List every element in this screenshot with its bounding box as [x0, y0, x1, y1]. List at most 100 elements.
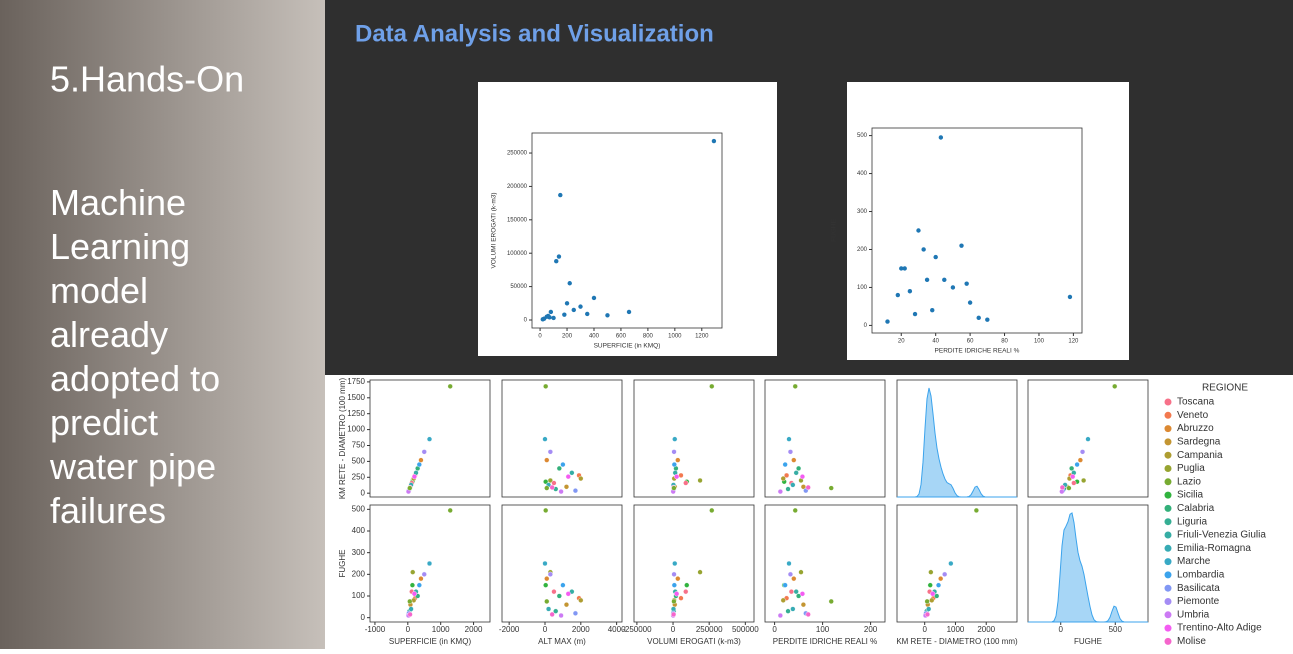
point: [578, 475, 584, 482]
point: [942, 571, 948, 577]
point: [785, 486, 791, 492]
point: [543, 383, 549, 389]
legend-swatch: [1164, 518, 1172, 526]
point: [591, 295, 597, 301]
y-tick-label: 500: [857, 133, 868, 139]
point: [542, 560, 548, 567]
point: [899, 266, 904, 271]
point: [551, 589, 557, 595]
point: [798, 569, 804, 575]
point: [671, 598, 677, 605]
x-axis-label: PERDITE IDRICHE REALI %: [773, 637, 877, 646]
point: [930, 308, 935, 313]
y-tick-label: 100: [352, 591, 366, 600]
point: [544, 576, 550, 582]
x-tick-label: 800: [643, 334, 654, 340]
x-tick-label: 200: [864, 625, 878, 634]
x-axis-label: PERDITE IDRICHE REALI %: [935, 348, 1020, 355]
point: [1085, 436, 1091, 442]
point: [554, 259, 559, 264]
legend-swatch: [1164, 624, 1172, 632]
point: [421, 449, 427, 455]
y-tick-label: 200: [857, 247, 868, 253]
point: [585, 311, 590, 317]
y-tick-label: 0: [864, 323, 868, 329]
pairplot-panel: [325, 375, 1293, 649]
point: [929, 597, 935, 603]
axes-frame: [369, 379, 491, 498]
x-tick-label: 1000: [668, 334, 682, 340]
x-axis-label: FUGHE: [1074, 637, 1102, 646]
legend-label: Piemonte: [1177, 596, 1220, 607]
point: [671, 485, 677, 491]
y-tick-label: 500: [352, 504, 366, 513]
point: [409, 582, 416, 588]
point: [545, 313, 551, 319]
point: [907, 289, 913, 294]
point: [671, 582, 677, 588]
legend-label: Basilicata: [1177, 583, 1220, 594]
point: [902, 266, 907, 271]
point: [800, 602, 807, 608]
y-tick-label: 1000: [347, 425, 365, 434]
legend-swatch: [1164, 544, 1172, 552]
legend-swatch: [1164, 478, 1172, 486]
point: [411, 474, 417, 480]
x-tick-label: 4000: [608, 625, 626, 634]
point: [671, 461, 677, 468]
point: [959, 243, 964, 248]
point: [697, 477, 703, 484]
point: [418, 576, 424, 582]
point: [791, 457, 797, 463]
point: [1066, 485, 1072, 491]
point: [799, 591, 806, 597]
axes-frame: [1027, 379, 1149, 498]
legend-label: Emilia-Romagna: [1177, 543, 1251, 554]
y-tick-label: 250: [352, 472, 366, 481]
density: [897, 387, 1017, 498]
point: [544, 457, 550, 463]
density: [1028, 512, 1148, 623]
axes-frame: [764, 379, 886, 498]
point: [711, 138, 717, 144]
point: [674, 591, 680, 597]
x-tick-label: 40: [932, 339, 939, 345]
legend-swatch: [1164, 491, 1172, 499]
point: [672, 560, 678, 567]
legend-swatch: [1164, 451, 1172, 459]
point: [786, 560, 792, 567]
legend-swatch: [1164, 637, 1172, 645]
point: [935, 582, 942, 588]
x-tick-label: 200: [562, 334, 573, 340]
point: [626, 309, 632, 315]
point: [1074, 461, 1080, 468]
point: [671, 571, 677, 577]
x-tick-label: 250000: [696, 625, 723, 634]
y-tick-label: 0: [524, 318, 528, 324]
x-axis-label: KM RETE - DIAMETRO (100 mm): [896, 637, 1018, 646]
point: [976, 315, 981, 321]
legend-label: Campania: [1177, 450, 1223, 461]
point: [782, 461, 788, 468]
point: [545, 606, 552, 612]
point: [426, 436, 433, 442]
y-axis-label: VOLUMI EROGATI (k-m3): [491, 192, 498, 268]
point: [560, 582, 566, 588]
axes-frame: [501, 504, 623, 623]
point: [777, 612, 783, 619]
axes-frame: [871, 127, 1083, 334]
x-axis-label: SUPERFICIE (in KMQ): [594, 343, 661, 350]
point: [683, 589, 689, 595]
legend-swatch: [1164, 584, 1172, 592]
point: [556, 254, 562, 259]
point: [407, 485, 413, 491]
point: [678, 472, 684, 478]
point: [828, 485, 834, 491]
axes-frame: [764, 504, 886, 623]
body-text: Machine Learning model already adopted to pre…: [49, 182, 220, 531]
point: [787, 449, 794, 455]
point: [933, 254, 938, 260]
legend-swatch: [1164, 598, 1172, 605]
point: [924, 598, 930, 605]
point: [678, 595, 684, 601]
